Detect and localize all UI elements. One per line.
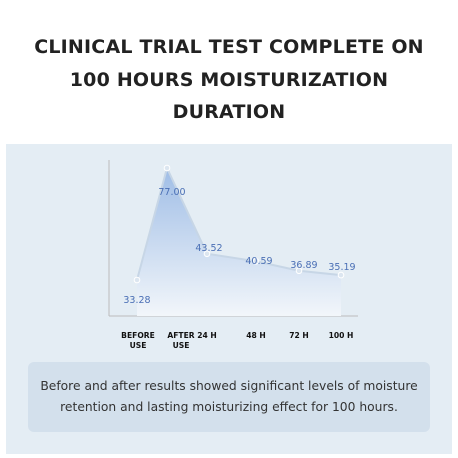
tick-label-1-2: USE: [130, 341, 147, 350]
caption-line-1: Before and after results showed signific…: [40, 379, 418, 393]
value-label-6: 35.19: [328, 262, 355, 273]
value-label-5: 36.89: [290, 260, 317, 271]
data-point-4: [252, 257, 260, 265]
value-label-4: 40.59: [245, 256, 272, 267]
tick-label-2-2: USE: [173, 341, 190, 350]
caption-line-2: retention and lasting moisturizing effec…: [60, 400, 398, 414]
title-line-1: CLINICAL TRIAL TEST COMPLETE ON: [34, 36, 424, 58]
tick-label-6-1: 100 H: [329, 331, 354, 340]
tick-label-3-1: 24 H: [197, 331, 217, 340]
header: CLINICAL TRIAL TEST COMPLETE ON 100 HOUR…: [0, 0, 458, 140]
value-label-2: 77.00: [158, 187, 185, 198]
tick-label-2-1: AFTER: [167, 331, 194, 340]
area-fill: [137, 168, 341, 316]
data-point-5: [295, 267, 303, 275]
value-label-3: 43.52: [195, 243, 222, 254]
data-point-3: [203, 250, 211, 258]
tick-label-4-1: 48 H: [246, 331, 266, 340]
tick-label-5-1: 72 H: [289, 331, 309, 340]
caption-text: Before and after results showed signific…: [40, 376, 417, 418]
caption-box: Before and after results showed signific…: [28, 362, 430, 432]
data-point-1: [133, 276, 141, 284]
data-point-6: [337, 271, 345, 279]
series-line: [136, 165, 342, 281]
data-point-2: [163, 164, 171, 172]
tick-label-1-1: BEFORE: [121, 331, 155, 340]
value-label-1: 33.28: [123, 295, 150, 306]
title-line-2: 100 HOURS MOISTURIZATION: [69, 69, 389, 91]
title-line-3: DURATION: [172, 101, 286, 123]
